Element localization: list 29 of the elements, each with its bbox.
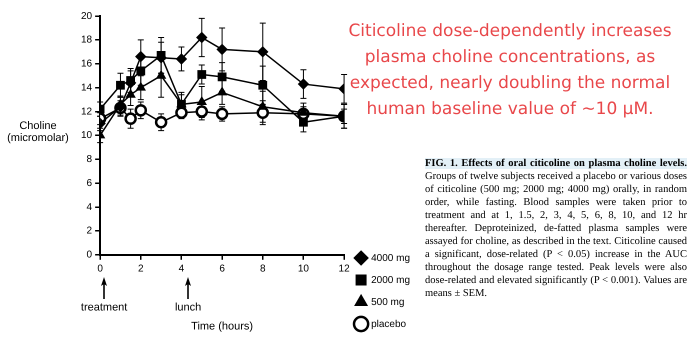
x-tick-label: 10 [298,264,310,275]
x-axis-title: Time (hours) [191,320,254,332]
y-tick-label: 14 [81,82,93,94]
text: FIG. 1. Effects of oral citicoline on plasma choline levels. [425,158,687,169]
y-tick-label: 8 [86,154,93,166]
y-tick-label: 6 [86,178,93,189]
legend-label: placebo [371,318,407,330]
text: lunch [174,301,202,314]
y-tick-label: 16 [81,58,93,70]
text: treatment [80,301,128,314]
x-tick-label: 8 [260,264,266,275]
y-tick-label: 18 [81,34,93,46]
legend-label: 2000 mg [371,274,410,286]
y-tick-label: 20 [81,10,93,22]
x-tick-label: 6 [219,264,226,275]
y-tick-label: 12 [81,106,93,118]
y-axis-title: Choline (micromolar) [6,120,70,144]
x-tick-label: 2 [138,264,144,275]
y-tick-label: 0 [86,250,93,261]
y-tick-label: 4 [86,202,93,213]
text: Citicoline dose-dependently increases plasma choline concentrations, as expected, nearly doubling the normal human baseline value of ~10 µM. [347,20,673,121]
x-tick-label: 0 [97,264,104,275]
y-tick-label: 10 [81,130,93,142]
y-tick-label: 2 [86,226,93,237]
legend-label: 4000 mg [371,252,410,264]
legend-label: 500 mg [371,296,404,308]
x-tick-label: 12 [338,264,350,275]
text: Groups of twelve subjects received a placebo or various doses of citicoline (500 mg; 2000 mg; 4000 mg) orally, in random order, while fasting. Blood samples were taken prior to treatment and at 1, 1.5, 2, 3, 4, 5, 6, 8, 10, and 12 hr thereafter. Deproteinized, de-fatted plasma samples were assayed for choline, as described in the text. Citicoline caused a significant, dose-related (P < 0.05) increase in the AUC throughout the dosage range tested. Peak levels were also dose-related and elevated significantly (P < 0.001). Values are means ± SEM. [425,171,687,299]
x-tick-label: 4 [178,264,185,275]
